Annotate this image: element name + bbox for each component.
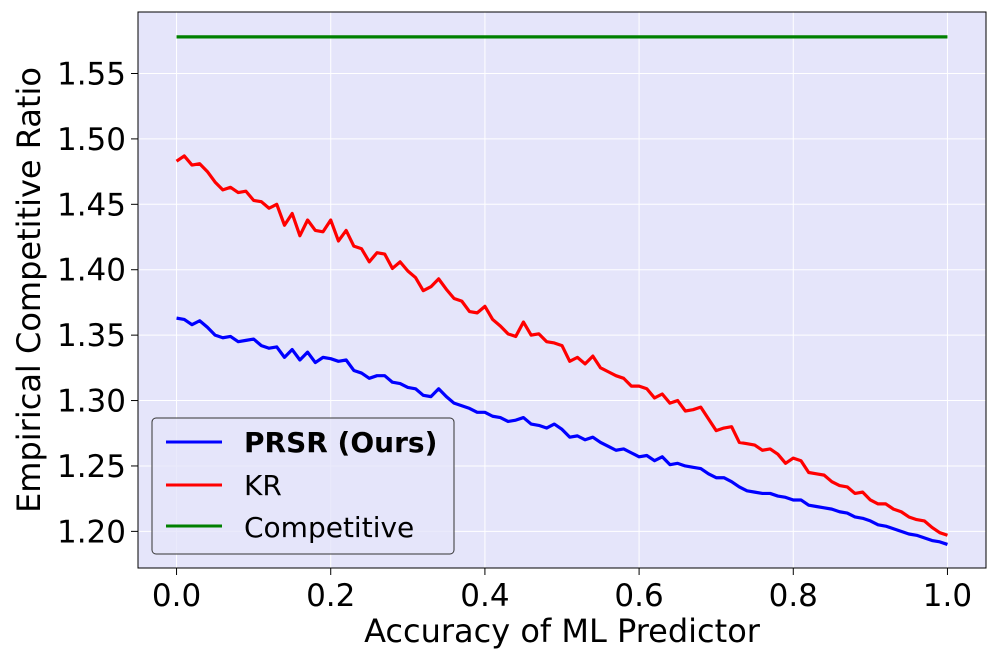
y-tick-label: 1.35 bbox=[57, 318, 126, 354]
x-tick-label: 1.0 bbox=[923, 578, 972, 614]
axis-ticks bbox=[131, 72, 948, 575]
x-tick-label: 0.0 bbox=[152, 578, 201, 614]
legend-box bbox=[151, 417, 455, 555]
x-tick-label: 0.6 bbox=[614, 578, 663, 614]
y-tick-label: 1.45 bbox=[57, 187, 126, 223]
legend-label-prsr: PRSR (Ours) bbox=[244, 426, 437, 459]
series-line-kr bbox=[175, 154, 948, 537]
y-tick-label: 1.20 bbox=[57, 514, 126, 550]
x-tick-label: 0.8 bbox=[769, 578, 818, 614]
y-tick-label: 1.25 bbox=[57, 449, 126, 485]
y-tick-label: 1.50 bbox=[57, 122, 126, 158]
legend: PRSR (Ours) KR Competitive bbox=[151, 417, 455, 555]
y-tick-labels: 1.20 1.25 1.30 1.35 1.40 1.45 1.50 1.55 bbox=[57, 56, 126, 550]
x-axis-label: Accuracy of ML Predictor bbox=[364, 612, 761, 650]
y-tick-label: 1.40 bbox=[57, 253, 126, 289]
x-tick-labels: 0.0 0.2 0.4 0.6 0.8 1.0 bbox=[152, 578, 972, 614]
legend-label-kr: KR bbox=[244, 469, 282, 502]
plot-frame bbox=[137, 11, 987, 569]
y-axis-label: Empirical Competitive Ratio bbox=[10, 67, 48, 513]
legend-label-competitive: Competitive bbox=[244, 511, 414, 544]
x-tick-label: 0.4 bbox=[460, 578, 509, 614]
y-tick-label: 1.55 bbox=[57, 56, 126, 92]
y-tick-label: 1.30 bbox=[57, 384, 126, 420]
series-line-prsr-ours bbox=[176, 316, 948, 546]
series-layer bbox=[175, 35, 948, 546]
x-tick-label: 0.2 bbox=[306, 578, 355, 614]
